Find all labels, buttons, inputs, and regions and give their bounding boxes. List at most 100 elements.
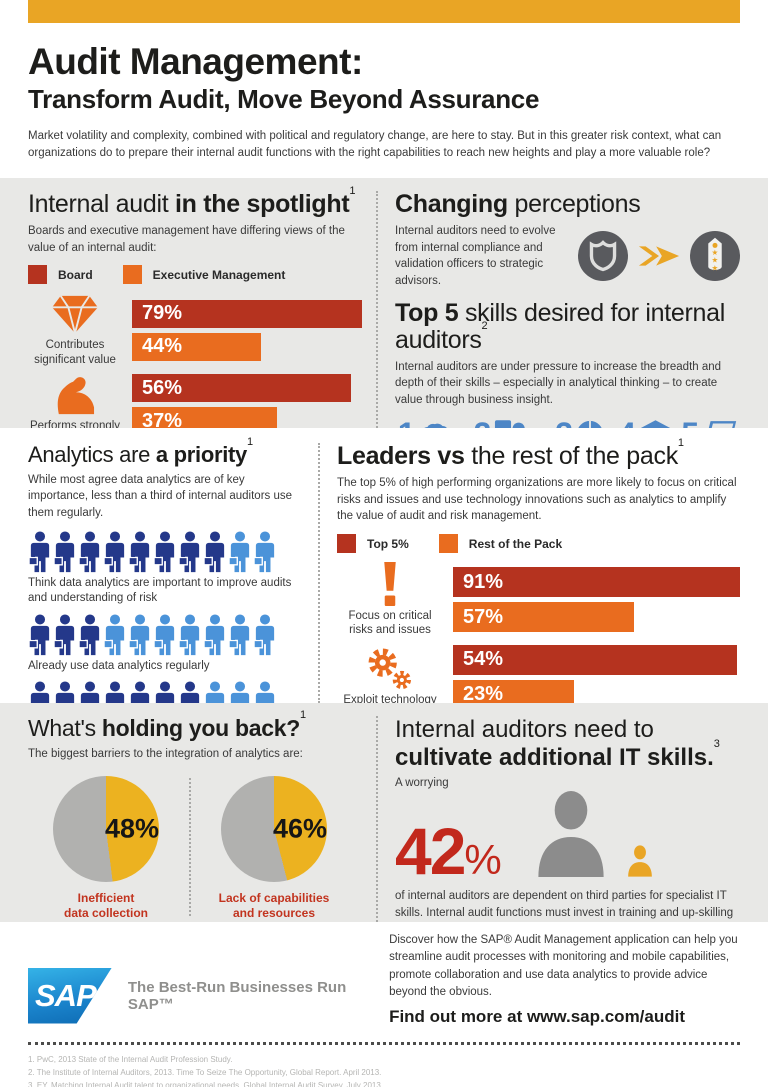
section-barriers-itskills: What's holding you back?1 The biggest ba… — [0, 703, 768, 922]
chart-group-technology: Exploit technology 54% 23% — [337, 644, 740, 703]
intro-text: Market volatility and complexity, combin… — [28, 129, 722, 160]
title-part: What's — [28, 715, 102, 741]
footnote-ref: 2 — [481, 320, 488, 333]
footnote-ref: 1 — [677, 436, 684, 449]
title-part-bold: cultivate additional IT skills. — [395, 743, 714, 771]
diamond-icon — [52, 295, 98, 334]
bar-pair: 91% 57% — [453, 567, 740, 633]
chart-group-performs: Performs strongly 56% 37% — [28, 374, 362, 428]
perceptions-skills-panel: Changing perceptions Internal auditors n… — [376, 191, 740, 428]
leaders-panel: Leaders vs the rest of the pack1 The top… — [318, 437, 740, 703]
skill-data-mining: 3 Data Mining & Analytics — [550, 418, 608, 428]
itskills-text: of internal auditors are dependent on th… — [395, 890, 734, 920]
legend-label: Rest of the Pack — [468, 536, 563, 551]
footnote-ref: 3 — [713, 737, 720, 750]
registered-mark: ® — [86, 1013, 91, 1021]
bar-board-performs: 56% — [132, 374, 351, 403]
person-icon — [228, 530, 250, 573]
itskills-panel: Internal auditors need to cultivate addi… — [376, 716, 740, 922]
perceptions-title: Changing perceptions — [395, 191, 740, 218]
person-icon — [203, 681, 225, 703]
epaulette-icon: ★ ★ ★ — [690, 231, 740, 282]
itskills-lead: A worrying — [395, 777, 449, 790]
leaders-text: The top 5% of high performing organizati… — [337, 477, 737, 523]
pie-chart-lack-capabilities: 46% — [221, 775, 327, 882]
barriers-panel: What's holding you back?1 The biggest ba… — [28, 709, 362, 922]
people-caption: Think data analytics are important to im… — [28, 576, 292, 605]
skill-rank: 3 — [555, 418, 573, 428]
page-title: Audit Management: — [28, 41, 363, 82]
skill-rank-icon: 1 — [395, 418, 453, 428]
spotlight-panel: Internal audit in the spotlight1 Boards … — [28, 185, 362, 428]
itskills-stat-row: 42% — [395, 791, 740, 884]
pie-value: 46% — [272, 813, 327, 843]
person-icon — [178, 530, 200, 573]
legend-item-top5: Top 5% — [337, 534, 409, 554]
skills-row: 1 Analytical and Critical Thinking 2 — [395, 418, 740, 428]
person-icon — [178, 613, 200, 656]
skills-title: Top 5 skills desired for internal audito… — [395, 298, 740, 354]
legend-item-exec: Executive Management — [122, 265, 286, 285]
person-icon — [53, 530, 75, 573]
bar-value: 91% — [463, 570, 504, 593]
person-icon — [78, 530, 100, 573]
sap-logo: SAP ® — [28, 967, 112, 1024]
bar-group-label-block: Performs strongly — [28, 376, 132, 428]
skill-rank-icon: 4 — [616, 418, 674, 428]
perceptions-text: Internal auditors need to evolve from in… — [395, 225, 556, 288]
section-analytics-leaders: Analytics are a priority1 While most agr… — [0, 428, 768, 703]
bar-value: 54% — [463, 648, 504, 671]
skill-rank-icon: 3 — [550, 418, 608, 428]
legend-swatch-exec — [122, 265, 142, 285]
people-row-already-use — [28, 613, 304, 656]
title-part: skills desired for internal auditors — [395, 298, 726, 354]
title-part-bold: Top 5 — [395, 298, 459, 327]
brain-icon — [423, 423, 447, 428]
bar-top5-technology: 54% — [453, 644, 738, 675]
skill-rank: 2 — [474, 418, 492, 428]
skills-text: Internal auditors are under pressure to … — [395, 360, 722, 407]
bar-exec-contributes: 44% — [132, 332, 261, 361]
pie-value: 48% — [104, 813, 159, 843]
people-row-important — [28, 530, 304, 573]
bar-value: 57% — [463, 605, 504, 628]
discover-text: Discover how the SAP® Audit Management a… — [389, 934, 738, 998]
title-part: the rest of the pack — [464, 442, 678, 470]
communication-icon — [495, 420, 526, 428]
gears-icon — [368, 648, 411, 689]
title-part-bold: a priority — [155, 442, 247, 467]
footnote-ref: 1 — [349, 184, 356, 197]
find-out-more-link[interactable]: Find out more at www.sap.com/audit — [389, 1007, 686, 1026]
pie-block-data-collection: 48% Inefficient data collection — [28, 772, 184, 922]
person-icon — [153, 613, 175, 656]
person-icon — [203, 530, 225, 573]
itskills-title-line1: Internal auditors need to — [395, 716, 654, 743]
stat-unit: % — [464, 835, 502, 883]
big-person-icon — [538, 791, 604, 878]
footnote-ref: 1 — [299, 709, 306, 722]
person-icon — [128, 530, 150, 573]
person-icon — [253, 530, 275, 573]
footnote-3: 3. EY, Matching Internal Audit talent to… — [28, 1081, 384, 1087]
bar-board-contributes: 79% — [132, 299, 362, 328]
skill-rank-icon: 2 — [460, 418, 543, 428]
skill-rank: 1 — [398, 418, 416, 428]
top-accent-bar — [28, 0, 740, 23]
legend-swatch-rest — [438, 534, 458, 554]
people-caption: Already use data analytics regularly — [28, 659, 210, 672]
legend-item-rest: Rest of the Pack — [438, 534, 563, 554]
person-icon — [28, 530, 50, 573]
person-icon — [103, 613, 125, 656]
footnotes: 1. PwC, 2013 State of the Internal Audit… — [28, 1053, 740, 1087]
bar-group-label: Exploit technology — [343, 693, 437, 703]
barriers-text: The biggest barriers to the integration … — [28, 747, 303, 760]
footnote-2: 2. The Institute of Internal Auditors, 2… — [28, 1068, 382, 1078]
title-part-bold: holding you back? — [101, 715, 300, 741]
svg-text:★: ★ — [712, 248, 719, 257]
laptop-icon — [708, 420, 737, 428]
analytics-title: Analytics are a priority1 — [28, 436, 304, 467]
double-arrow-icon — [638, 246, 680, 266]
pie-caption: Inefficient data collection — [63, 890, 149, 921]
person-icon — [228, 613, 250, 656]
legend-label: Executive Management — [152, 267, 286, 282]
